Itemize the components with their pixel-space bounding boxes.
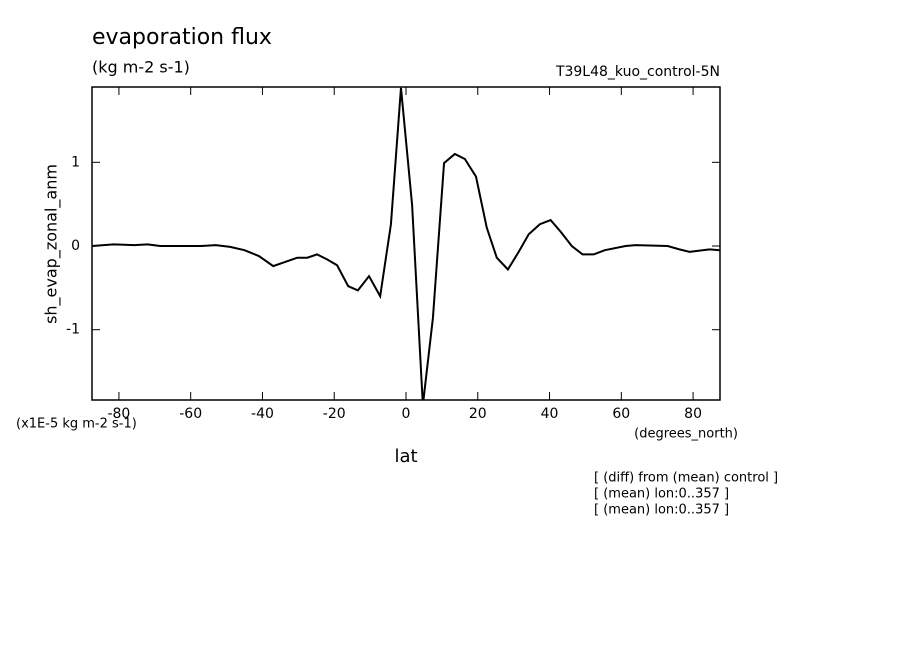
y-tick-label: 1 (71, 154, 80, 170)
y-tick-label: 0 (71, 238, 80, 254)
x-tick-label: -80 (107, 406, 130, 422)
note: [ (diff) from (mean) control ] (594, 471, 778, 486)
run-label: T39L48_kuo_control-5N (555, 64, 720, 80)
note: [ (mean) lon:0..357 ] (594, 503, 729, 518)
chart-subtitle: (kg m-2 s-1) (92, 58, 190, 77)
y-units: (x1E-5 kg m-2 s-1) (16, 417, 137, 432)
chart-title: evaporation flux (92, 25, 272, 50)
x-units: (degrees_north) (634, 427, 738, 442)
note: [ (mean) lon:0..357 ] (594, 487, 729, 502)
x-tick-label: -60 (179, 406, 202, 422)
x-tick-label: -20 (323, 406, 346, 422)
y-axis-label: sh_evap_zonal_anm (42, 164, 62, 324)
x-tick-label: 0 (402, 406, 411, 422)
y-tick-label: -1 (66, 322, 80, 338)
x-tick-label: -40 (251, 406, 274, 422)
x-tick-label: 60 (612, 406, 630, 422)
x-axis-label: lat (394, 446, 417, 467)
x-tick-label: 20 (469, 406, 487, 422)
x-tick-label: 40 (541, 406, 559, 422)
data-line (92, 87, 720, 400)
x-tick-label: 80 (684, 406, 702, 422)
